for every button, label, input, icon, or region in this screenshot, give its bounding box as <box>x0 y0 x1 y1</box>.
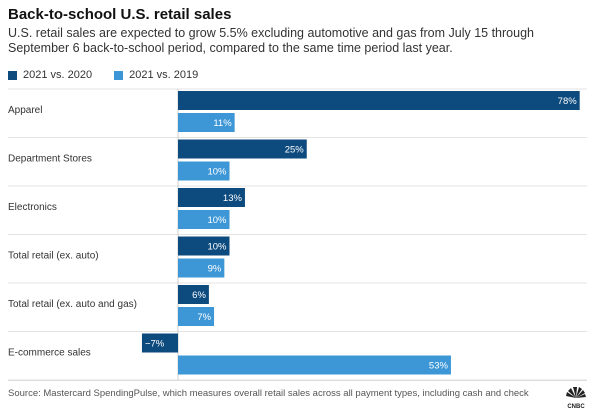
category-label-department-stores: Department Stores <box>8 154 92 165</box>
legend-item-2021-vs-2019: 2021 vs. 2019 <box>114 69 198 81</box>
legend-swatch-2021-vs-2020 <box>8 70 17 80</box>
legend-label-2021-vs-2019: 2021 vs. 2019 <box>129 69 199 81</box>
bar-department-stores-2021-vs-2020 <box>178 139 307 159</box>
data-label-total-retail-ex-auto-and-gas-2021-vs-2019: 7% <box>197 312 211 323</box>
data-label-department-stores-2021-vs-2019: 10% <box>207 167 227 178</box>
legend-item-2021-vs-2020: 2021 vs. 2020 <box>8 69 92 81</box>
data-label-electronics-2021-vs-2020: 13% <box>223 193 243 204</box>
bar-department-stores-2021-vs-2019 <box>178 161 230 181</box>
bar-electronics-2021-vs-2019 <box>178 210 230 229</box>
category-label-electronics: Electronics <box>8 202 57 213</box>
data-label-e-commerce-sales-2021-vs-2020: −7% <box>145 339 165 350</box>
bar-e-commerce-sales-2021-vs-2019 <box>178 355 451 375</box>
data-label-apparel-2021-vs-2019: 11% <box>213 118 232 129</box>
legend-swatch-2021-vs-2019 <box>114 70 124 80</box>
legend: 2021 vs. 2020 2021 vs. 2019 <box>8 69 220 81</box>
data-label-department-stores-2021-vs-2020: 25% <box>285 145 305 156</box>
bar-total-retail-ex-auto-2021-vs-2020 <box>178 236 230 256</box>
data-label-total-retail-ex-auto-2021-vs-2020: 10% <box>207 242 227 253</box>
bar-total-retail-ex-auto-and-gas-2021-vs-2019 <box>178 307 215 326</box>
logo-wordmark: CNBC <box>567 404 585 410</box>
chart-title: Back-to-school U.S. retail sales <box>8 6 232 23</box>
legend-label-2021-vs-2020: 2021 vs. 2020 <box>23 69 93 81</box>
category-label-total-retail-ex-auto-and-gas: Total retail (ex. auto and gas) <box>8 299 137 310</box>
footer-divider <box>8 380 587 381</box>
bar-apparel-2021-vs-2020 <box>178 91 580 110</box>
data-label-apparel-2021-vs-2020: 78% <box>558 96 578 107</box>
bar-e-commerce-sales-2021-vs-2020 <box>141 333 178 353</box>
bar-electronics-2021-vs-2020 <box>178 188 245 207</box>
chart-subtitle: U.S. retail sales are expected to grow 5… <box>8 26 534 55</box>
bar-apparel-2021-vs-2019 <box>178 113 235 132</box>
data-label-e-commerce-sales-2021-vs-2019: 53% <box>429 361 449 372</box>
bar-total-retail-ex-auto-and-gas-2021-vs-2020 <box>178 285 209 304</box>
category-label-e-commerce-sales: E-commerce sales <box>8 348 91 359</box>
data-label-electronics-2021-vs-2019: 10% <box>207 215 227 226</box>
cnbc-peacock-logo: CNBC <box>566 387 586 410</box>
source-note: Source: Mastercard SpendingPulse, which … <box>8 388 529 399</box>
bar-total-retail-ex-auto-2021-vs-2019 <box>178 258 225 278</box>
data-label-total-retail-ex-auto-2021-vs-2019: 9% <box>208 264 222 275</box>
data-label-total-retail-ex-auto-and-gas-2021-vs-2020: 6% <box>192 290 206 301</box>
category-label-apparel: Apparel <box>8 105 42 116</box>
category-label-total-retail-ex-auto: Total retail (ex. auto) <box>8 251 99 262</box>
